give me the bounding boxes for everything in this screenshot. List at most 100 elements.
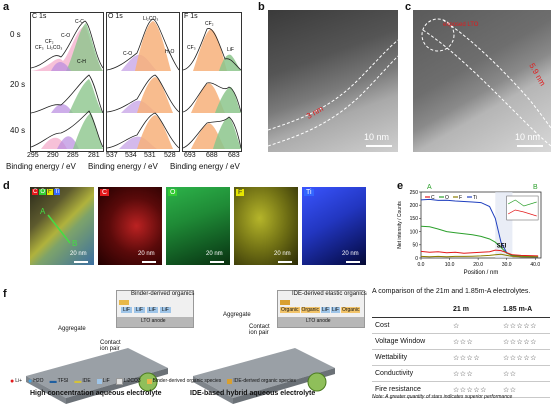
table-cell-21m: ☆☆☆ xyxy=(450,333,500,350)
chart-e-ytick-label: 0 xyxy=(415,256,418,262)
schematic-left-aggregate: Aggregate xyxy=(58,326,86,332)
eds-map-o-scalebar xyxy=(210,261,224,263)
panel-label-e: e xyxy=(397,180,404,192)
chart-e-ytick-label: 200 xyxy=(410,203,419,209)
chart-e-xtick-label: 0.0 xyxy=(418,262,425,268)
xps-xlabel-1: Binding energy / eV xyxy=(88,162,158,171)
eds-map-ti-scale-label: 20 nm xyxy=(342,251,359,257)
schematic-species-legend: ● Li+ ● H2O ▬ TFSI ▬ IDE LiF Li2CO3 Binder-d… xyxy=(10,376,370,386)
schematic-left-contact-ion: Contact ion pair xyxy=(100,340,121,352)
coating-lif-2: LiF xyxy=(146,307,158,313)
schematic-left-legend-box: Binder-derived organics xyxy=(131,291,195,297)
svg-text:H₂O: H₂O xyxy=(165,49,175,55)
schematic-left-anode-label: LTO anode xyxy=(141,318,166,324)
schematic-right-contact-ion: Contact ion pair xyxy=(249,324,270,336)
eds-line-b: B xyxy=(72,239,78,248)
table-cell-185m: ☆☆☆☆☆ xyxy=(500,349,550,366)
chart-e-legend-label: O xyxy=(445,195,449,201)
eds-composite-scale-label: 20 nm xyxy=(70,251,87,257)
table-row: Conductivity ☆☆☆ ☆☆ xyxy=(372,365,550,382)
chart-e-marker-b: B xyxy=(533,184,538,191)
table-header-185m: 1.85 m-A xyxy=(500,302,550,318)
xps-f1s-spectra: CF₂ CF₃ LiF xyxy=(182,21,242,149)
chart-e-ytick-label: 50 xyxy=(412,243,418,249)
eds-map-f-scalebar xyxy=(278,261,292,263)
eds-map-c-scalebar xyxy=(142,261,156,263)
eds-map-ti-scalebar xyxy=(346,261,360,263)
svg-text:CF₂: CF₂ xyxy=(45,39,54,45)
table-row-label: Conductivity xyxy=(372,365,450,382)
chart-e-xtick-label: 30.0 xyxy=(502,262,512,268)
schematic-right-ide-swatch xyxy=(280,300,290,305)
schematic-left-zoom-box: Binder-derived organics LiF LiF LiF LiF … xyxy=(116,290,194,328)
tem-b-interface xyxy=(268,39,398,147)
schematic-left-svg xyxy=(26,348,168,404)
table-note: Note: A greater quantity of stars indica… xyxy=(372,394,513,400)
coating-lif-1: LiF xyxy=(133,307,145,313)
xps-c1s-tick-3: 281 xyxy=(88,152,100,159)
legend-li2co3: Li2CO3 xyxy=(115,377,141,385)
xps-f1s-row-1 xyxy=(182,82,242,113)
xps-c1s-tick-0: 295 xyxy=(27,152,39,159)
xps-o1s-row-0: Li₂CO₃ C-O H₂O xyxy=(106,16,180,71)
panel-label-f: f xyxy=(3,288,7,300)
chart-e-legend-label: F xyxy=(459,195,462,201)
schematic-right-anode: LTO anode xyxy=(278,317,364,327)
xps-c1s-title: C 1s xyxy=(32,13,47,20)
chart-e-ytick-label: 150 xyxy=(410,216,419,222)
table-cell-185m: ☆☆ xyxy=(500,365,550,382)
panel-label-d: d xyxy=(3,180,10,192)
xps-f1s-tick-1: 688 xyxy=(206,152,218,159)
chart-e-ytick-label: 250 xyxy=(410,190,419,196)
table-row-label: Wettability xyxy=(372,349,450,366)
chart-e-series-f xyxy=(420,253,539,258)
coating-lif-r0: LiF xyxy=(321,307,330,313)
line-scan-chart-svg: 0.0 10.0 20.0 30.0 40.0 0 50 100 150 200 250 Positi… xyxy=(397,184,542,276)
table-cell-185m: ☆☆☆☆☆ xyxy=(500,333,550,350)
chart-e-series-o xyxy=(420,225,539,258)
xps-f1s-panel: CF₂ CF₃ LiF xyxy=(182,12,242,152)
xps-o1s-tick-0: 537 xyxy=(106,152,118,159)
schematic-right-zoom-box: IDE-derived elastic organics Organic Org… xyxy=(277,290,367,328)
table-cell-21m: ☆☆☆☆ xyxy=(450,349,500,366)
eds-composite-legend: C O F Ti xyxy=(32,189,61,195)
xps-row-label-2: 40 s xyxy=(10,126,26,135)
xps-row-label-0: 0 s xyxy=(10,30,21,39)
xps-xlabel-2: Binding energy / eV xyxy=(170,162,240,171)
coating-lif-0: LiF xyxy=(121,307,132,313)
chart-e-inset-series-o xyxy=(507,199,537,207)
xps-row-label-1: 20 s xyxy=(10,80,26,89)
xps-o1s-row-1 xyxy=(106,74,180,113)
svg-text:C-O: C-O xyxy=(61,33,70,39)
xps-o1s-tick-3: 528 xyxy=(164,152,176,159)
eds-map-f-scale-label: 20 nm xyxy=(274,251,291,257)
xps-f1s-title: F 1s xyxy=(184,13,198,20)
table-row: Fire resistance ☆☆☆☆☆ ☆☆ xyxy=(372,381,550,398)
eds-composite-map: C O F Ti A B 20 nm xyxy=(30,187,94,265)
line-scan-chart: 0.0 10.0 20.0 30.0 40.0 0 50 100 150 200 250 Positi… xyxy=(395,180,553,280)
table-cell-21m: ☆☆☆ xyxy=(450,365,500,382)
schematic-right-svg xyxy=(193,348,335,404)
xps-c1s-row-2 xyxy=(30,110,104,149)
tem-c-scale-label: 10 nm xyxy=(515,132,541,142)
chart-e-inset xyxy=(506,195,539,221)
chart-e-inset-series-c xyxy=(507,209,537,217)
chart-e-frame xyxy=(420,191,542,259)
legend-ide-species: IDE-derived organic species xyxy=(227,378,296,384)
svg-text:Li₂CO₃: Li₂CO₃ xyxy=(143,16,158,22)
chart-e-marker-a: A xyxy=(427,184,432,191)
panel-label-a: a xyxy=(3,1,10,13)
table-title: A comparison of the 21m and 1.85m-A elec… xyxy=(372,288,531,295)
coating-organic-1: Organic xyxy=(300,307,321,313)
tem-b-scale-label: 10 nm xyxy=(364,132,390,142)
coating-lif-r1: LiF xyxy=(330,307,340,313)
svg-text:CF₃: CF₃ xyxy=(187,45,196,51)
table-header-empty xyxy=(372,302,450,318)
schematic-right: IDE-derived elastic organics Organic Org… xyxy=(185,288,367,406)
legend-li: ● Li+ xyxy=(10,377,23,385)
chart-e-legend-label: C xyxy=(431,195,435,201)
chart-e-xlabel: Position / nm xyxy=(464,270,499,276)
eds-map-o: O 20 nm xyxy=(166,187,230,265)
xps-c1s-tick-1: 290 xyxy=(47,152,59,159)
legend-binder: Binder-derived organic species xyxy=(146,378,221,384)
